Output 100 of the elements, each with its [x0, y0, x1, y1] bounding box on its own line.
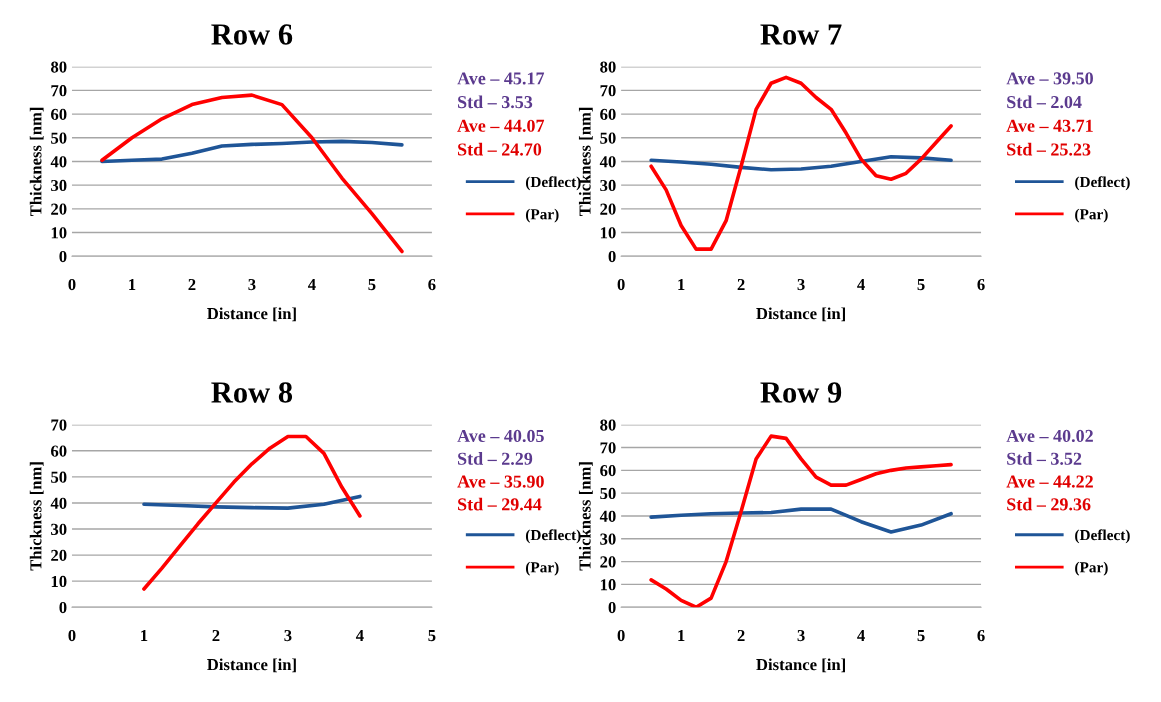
y-tick-label: 0: [608, 601, 616, 614]
text: Std – 24.70: [458, 142, 542, 156]
legend-label: (Deflect): [525, 176, 581, 191]
y-tick-label: 50: [600, 132, 616, 144]
x-tick-label: 1: [141, 630, 148, 642]
x-tick-label: 5: [917, 279, 925, 291]
y-tick-label: 70: [51, 85, 67, 97]
y-tick-label: 0: [59, 250, 67, 263]
x-tick-label: 2: [737, 278, 745, 291]
x-axis-title: Distance [in]: [756, 307, 845, 322]
x-tick-label: 2: [188, 278, 196, 291]
y-tick-label: 60: [51, 445, 67, 457]
x-tick-label: 3: [797, 629, 805, 642]
x-tick-label: 3: [248, 278, 256, 291]
y-tick-label: 60: [51, 108, 67, 121]
x-tick-label: 1: [129, 279, 136, 291]
x-tick-label: 1: [678, 630, 685, 642]
legend-label: (Par): [525, 561, 559, 576]
line-series: [142, 494, 362, 510]
text: Std – 29.44: [458, 497, 542, 511]
text: Ave – 35.90: [457, 475, 544, 488]
y-tick-label: 40: [50, 156, 67, 168]
legend-label: (Deflect): [1075, 176, 1130, 191]
text: Ave – 44.22: [1006, 475, 1093, 488]
y-tick-label: 20: [600, 203, 616, 215]
y-tick-label: 0: [59, 601, 67, 614]
line-series: [142, 434, 362, 591]
x-tick-label: 6: [977, 278, 985, 291]
line-series: [100, 93, 404, 254]
y-tick-label: 70: [51, 419, 67, 431]
legend-label: (Deflect): [1075, 529, 1130, 544]
y-tick-label: 20: [51, 203, 67, 215]
x-tick-label: 4: [857, 630, 865, 642]
x-tick-label: 2: [737, 629, 745, 642]
y-axis-title: Thickness [nm]: [29, 462, 44, 571]
x-tick-label: 2: [212, 629, 220, 642]
text: Ave – 40.05: [457, 429, 544, 443]
x-tick-label: 6: [977, 629, 985, 642]
x-tick-label: 0: [617, 629, 625, 642]
text: Std – 3.52: [1007, 452, 1082, 465]
legend-label: (Par): [1075, 561, 1108, 576]
y-axis-title: Thickness [nm]: [578, 462, 593, 571]
line-series: [649, 434, 953, 608]
y-tick-label: 10: [51, 575, 67, 588]
legend-label: (Par): [1075, 208, 1108, 223]
y-axis-title: Thickness [nm]: [578, 107, 593, 217]
x-tick-label: 4: [307, 279, 316, 291]
text: Std – 3.53: [458, 95, 533, 109]
chart-title: Row 7: [760, 24, 842, 45]
x-tick-label: 5: [917, 630, 925, 642]
y-tick-label: 40: [599, 510, 616, 522]
y-tick-label: 80: [600, 419, 616, 431]
line-series: [100, 139, 404, 164]
y-tick-label: 0: [608, 250, 616, 263]
y-tick-label: 30: [51, 523, 67, 535]
x-tick-label: 0: [68, 629, 76, 642]
y-tick-label: 60: [600, 465, 616, 477]
y-tick-label: 20: [600, 556, 616, 568]
x-tick-label: 4: [355, 630, 364, 642]
y-tick-label: 10: [600, 579, 616, 591]
x-tick-label: 5: [428, 630, 436, 642]
x-axis-title: Distance [in]: [207, 658, 296, 673]
y-tick-label: 50: [51, 132, 67, 144]
y-tick-label: 40: [599, 156, 616, 168]
text: Std – 25.23: [1007, 142, 1091, 156]
y-tick-label: 30: [600, 533, 616, 545]
y-tick-label: 10: [600, 227, 616, 239]
x-tick-label: 5: [368, 279, 376, 291]
x-tick-label: 0: [617, 278, 625, 291]
text: Ave – 45.17: [457, 72, 545, 85]
x-tick-label: 4: [857, 279, 865, 291]
line-series: [649, 507, 953, 534]
text: Ave – 40.02: [1006, 429, 1093, 443]
x-axis-title: Distance [in]: [756, 658, 845, 673]
y-tick-label: 50: [600, 487, 616, 500]
chart-title: Row 8: [211, 382, 293, 403]
y-tick-label: 70: [600, 442, 616, 454]
x-axis-title: Distance [in]: [207, 307, 296, 322]
line-series: [649, 75, 953, 251]
legend-label: (Par): [525, 208, 559, 223]
x-tick-label: 1: [678, 279, 685, 291]
y-tick-label: 30: [51, 179, 67, 192]
line-series: [649, 154, 953, 172]
text: Std – 2.29: [458, 452, 533, 465]
y-tick-label: 70: [600, 85, 616, 97]
text: Std – 2.04: [1007, 95, 1082, 109]
x-tick-label: 3: [284, 629, 292, 642]
y-tick-label: 60: [600, 108, 616, 121]
text: Std – 29.36: [1007, 497, 1091, 511]
legend-label: (Deflect): [525, 529, 581, 544]
y-tick-label: 10: [51, 227, 67, 239]
x-tick-label: 6: [428, 278, 436, 291]
y-tick-label: 50: [51, 471, 67, 483]
y-tick-label: 80: [51, 61, 67, 73]
text: Ave – 43.71: [1006, 119, 1093, 132]
text: Ave – 44.07: [457, 119, 545, 132]
y-tick-label: 40: [50, 497, 67, 509]
x-tick-label: 3: [797, 278, 805, 291]
chart-title: Row 6: [211, 24, 293, 45]
y-tick-label: 20: [51, 549, 67, 562]
